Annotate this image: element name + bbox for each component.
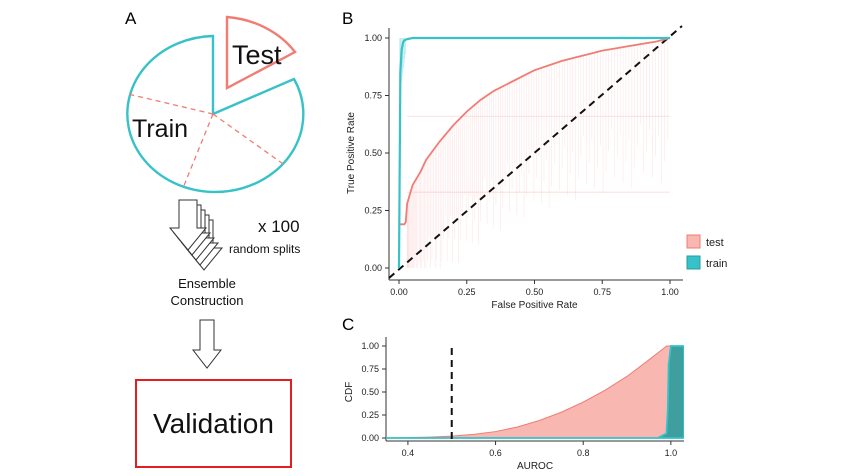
panel-b-letter: B	[342, 9, 353, 28]
cdf-chart: 0.4 0.6 0.8 1.0 0.00 0.25 0.50 0.75 1.00 AUROC CDF	[344, 337, 684, 472]
x-tick-label: 1.0	[665, 448, 678, 458]
y-axis-label: CDF	[344, 382, 355, 403]
x-tick-label: 0.4	[402, 448, 415, 458]
x-tick-label: 0.25	[458, 287, 476, 297]
y-tick-label: 0.50	[361, 387, 379, 397]
y-tick-label: 0.75	[364, 91, 382, 101]
x-tick-label: 1.00	[661, 287, 679, 297]
stacked-arrows	[168, 199, 224, 271]
validation-box	[135, 379, 292, 468]
y-tick-label: 0.00	[361, 433, 379, 443]
series-area-train	[386, 345, 684, 439]
fold-divider	[212, 113, 287, 167]
fold-divider	[182, 113, 214, 189]
legend: test train	[686, 234, 727, 270]
panel-c: C 0.4 0.6 0.8 1.0 0.00 0.25 0.50 0.75 1.00 AUROC C…	[342, 315, 684, 472]
y-tick-label: 0.75	[361, 364, 379, 374]
legend-label-test: test	[706, 237, 724, 249]
repeat-caption: random splits	[229, 242, 300, 256]
fold-divider	[127, 93, 214, 115]
roc-chart: 0.00 0.25 0.50 0.75 1.00 0.00 0.25 0.50 0.75 1.00…	[346, 25, 727, 311]
cdf-areas	[386, 345, 684, 439]
panel-a-letter: A	[125, 9, 137, 28]
x-tick-label: 0.8	[577, 448, 590, 458]
down-arrow	[191, 319, 223, 369]
test-slice	[225, 15, 297, 90]
y-tick-label: 1.00	[364, 33, 382, 43]
validation-label: Validation	[153, 408, 274, 439]
x-axis-label: AUROC	[517, 461, 553, 472]
y-tick-label: 0.25	[364, 206, 382, 216]
x-axis-label: False Positive Rate	[491, 300, 578, 311]
x-tick-label: 0.6	[489, 448, 502, 458]
y-tick-label: 0.00	[364, 263, 382, 273]
ensemble-label-line1: Ensemble	[178, 276, 236, 291]
panel-c-letter: C	[342, 315, 354, 334]
panel-b: B 0.00 0.25 0.50 0.75 1.00 0.00 0.25 0.50 0.75 1.…	[342, 9, 727, 311]
legend-swatch-test	[686, 234, 701, 249]
series-area-test	[386, 345, 684, 439]
panel-a: A Test Train x 100 random splits Ensembl…	[125, 9, 305, 468]
legend-label-train: train	[706, 258, 727, 270]
chance-line	[388, 25, 683, 279]
test-label: Test	[232, 40, 282, 70]
series-line-train	[397, 36, 670, 269]
repeat-count: x 100	[258, 217, 300, 236]
y-tick-label: 0.25	[361, 410, 379, 420]
y-axis-label: True Positive Rate	[346, 112, 357, 194]
ensemble-label-line2: Construction	[171, 293, 244, 308]
series-line-test	[399, 37, 671, 226]
x-tick-label: 0.50	[526, 287, 544, 297]
fold-dividers	[127, 93, 287, 189]
legend-swatch-train	[686, 255, 701, 270]
x-tick-label: 0.75	[593, 287, 611, 297]
y-tick-label: 1.00	[361, 341, 379, 351]
train-pie	[126, 34, 305, 194]
train-label: Train	[132, 115, 188, 143]
x-tick-label: 0.00	[390, 287, 408, 297]
y-tick-label: 0.50	[364, 148, 382, 158]
